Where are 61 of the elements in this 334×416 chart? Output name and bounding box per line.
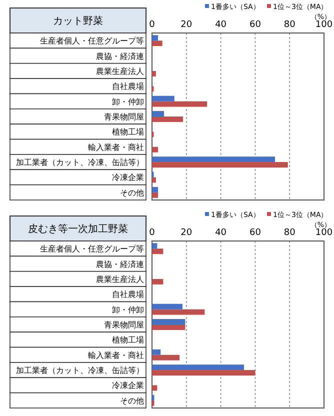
y-tick-label: 農業生産法人 <box>96 66 144 76</box>
bar <box>152 156 275 162</box>
bar <box>152 192 158 198</box>
y-tick-label: 加工業者（カット、冷凍、缶詰等） <box>16 366 144 376</box>
bar <box>152 146 158 152</box>
y-tick-label: 植物工場 <box>112 128 144 137</box>
x-tick-label: 20 <box>180 20 192 30</box>
x-tick-label: 80 <box>284 228 296 238</box>
y-tick-label: 輸入業者・商社 <box>88 142 144 152</box>
bar <box>152 364 244 370</box>
bar <box>152 186 158 192</box>
bar <box>152 309 205 315</box>
bar <box>152 70 156 76</box>
y-tick-label: 加工業者（カット、冷凍、缶詰等） <box>16 158 144 168</box>
x-tick-label: 0 <box>149 228 156 238</box>
y-tick-label: 自社農場 <box>112 82 144 92</box>
y-tick-label: その他 <box>120 188 144 198</box>
bar <box>152 370 256 376</box>
bar <box>152 319 186 324</box>
y-tick-label: 冷凍企業 <box>112 381 144 390</box>
y-tick-label: 卸・仲卸 <box>112 97 144 106</box>
chart-title: 皮むき等一次加工野菜 <box>28 223 128 235</box>
bar <box>152 162 288 168</box>
x-tick-label: 20 <box>180 228 192 238</box>
y-tick-label: 卸・仲卸 <box>112 305 144 314</box>
y-tick-label: 冷凍企業 <box>112 173 144 182</box>
bar <box>152 349 161 355</box>
bar <box>152 278 164 284</box>
bar <box>152 96 174 102</box>
bar <box>152 111 164 116</box>
y-tick-label: 青果物問屋 <box>104 320 144 330</box>
bar <box>152 324 186 330</box>
y-tick-label: 農協・経済連 <box>96 260 144 269</box>
y-tick-label: 輸入業者・商社 <box>88 350 144 360</box>
y-tick-label: 農協・経済連 <box>96 52 144 61</box>
x-tick-label: 0 <box>149 20 156 30</box>
y-tick-label: 生産者個人・任意グループ等 <box>40 36 144 46</box>
x-tick-label: 100 <box>315 20 333 30</box>
chart-title: カット野菜 <box>53 15 103 27</box>
y-tick-label: 自社農場 <box>112 290 144 300</box>
y-tick-label: その他 <box>120 396 144 406</box>
bar <box>152 248 164 254</box>
x-tick-label: 40 <box>215 228 227 238</box>
bar <box>152 177 156 183</box>
bar <box>152 354 180 360</box>
x-tick-label: 60 <box>249 20 262 30</box>
x-tick-label: 80 <box>284 20 296 30</box>
bar <box>152 116 183 122</box>
y-tick-label: 生産者個人・任意グループ等 <box>40 244 144 254</box>
y-tick-label: 農業生産法人 <box>96 274 144 284</box>
y-tick-label: 植物工場 <box>112 336 144 345</box>
bar <box>152 243 158 249</box>
bar <box>152 304 182 310</box>
x-tick-label: 60 <box>249 228 262 238</box>
bar <box>152 35 158 41</box>
bar <box>152 385 158 391</box>
y-tick-label: 青果物問屋 <box>104 112 144 122</box>
bar <box>152 40 162 46</box>
x-tick-label: 40 <box>215 20 227 30</box>
bar <box>152 101 208 107</box>
x-tick-label: 100 <box>315 228 333 238</box>
